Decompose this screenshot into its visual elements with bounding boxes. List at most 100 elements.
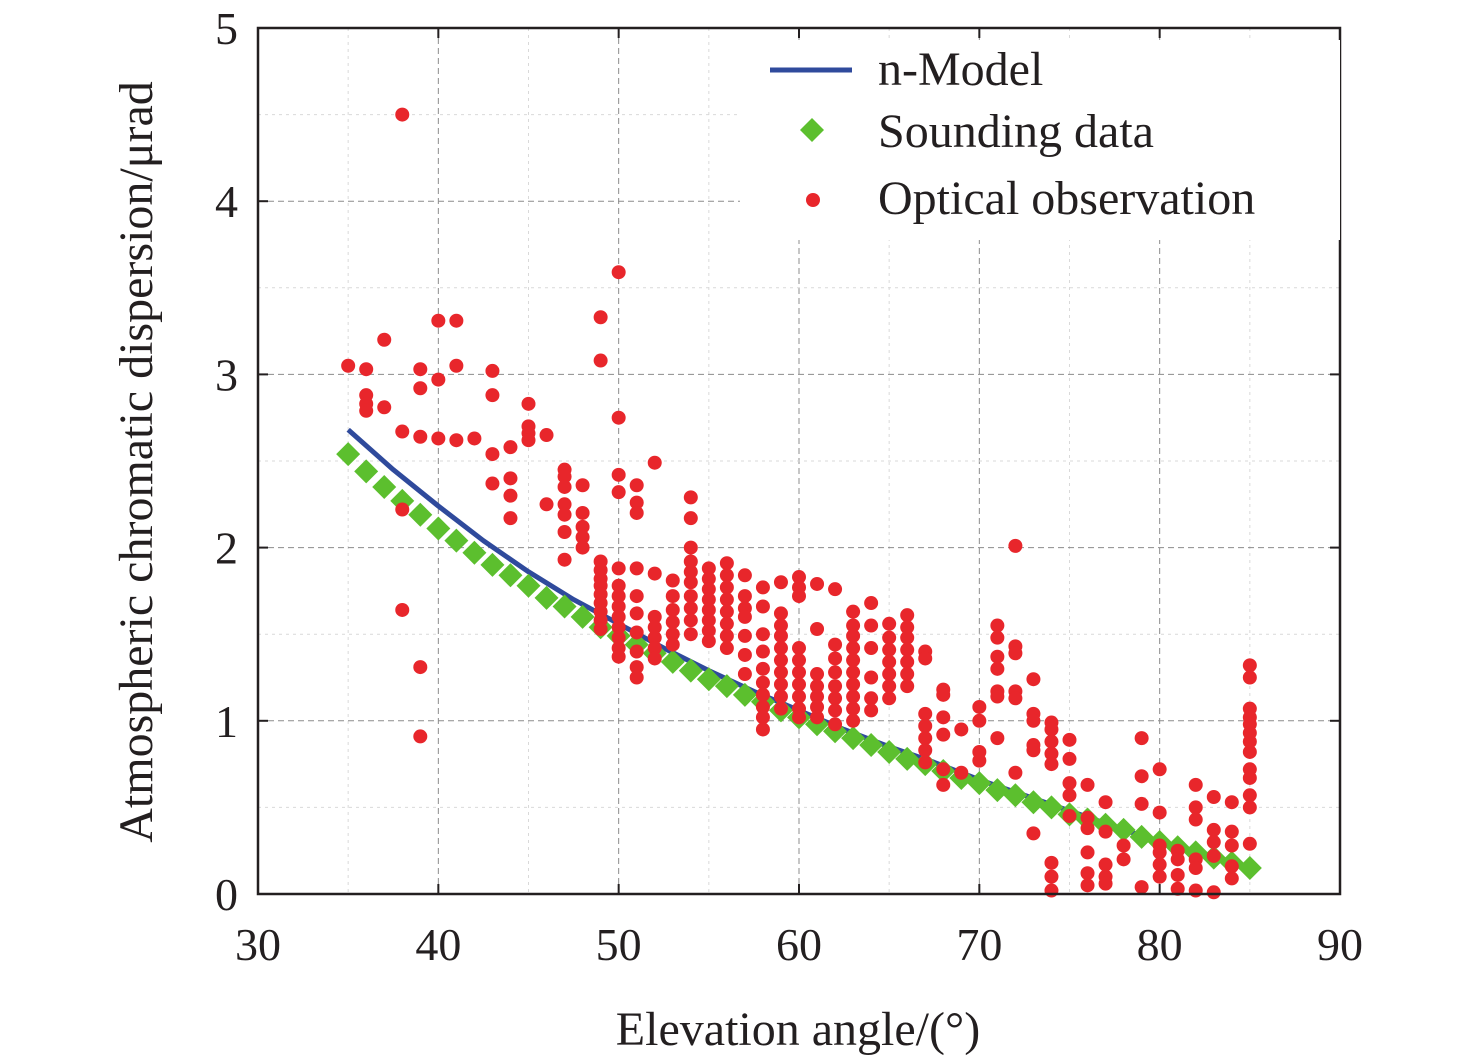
sounding-data-point	[534, 585, 559, 610]
optical-observation-point	[719, 580, 734, 595]
legend-sounding-data-swatch	[800, 118, 824, 142]
optical-observation-point	[503, 511, 518, 526]
optical-observation-point	[900, 667, 915, 682]
optical-observation-point	[755, 599, 770, 614]
optical-observation-point	[719, 592, 734, 607]
optical-observation-point	[918, 755, 933, 770]
optical-observation-point	[810, 622, 825, 637]
optical-observation-point	[828, 717, 843, 732]
optical-observation-point	[846, 665, 861, 680]
sounding-data-point	[1237, 856, 1262, 881]
optical-observation-point	[485, 447, 500, 462]
optical-observation-point	[1062, 788, 1077, 803]
sounding-data-point	[444, 528, 469, 553]
sounding-data-point	[498, 563, 523, 588]
optical-observation-point	[629, 625, 644, 640]
optical-observation-point	[449, 313, 464, 328]
x-axis-tick-label: 70	[956, 919, 1002, 970]
axis-ticks	[257, 27, 1341, 895]
optical-observation-point	[683, 511, 698, 526]
optical-observation-point	[683, 589, 698, 604]
sounding-data-point	[841, 726, 866, 751]
optical-observation-point	[773, 641, 788, 656]
optical-observation-point	[828, 665, 843, 680]
optical-observation-point	[737, 589, 752, 604]
optical-observation-point	[431, 313, 446, 328]
sounding-data-point	[985, 778, 1010, 803]
optical-observation-point	[1152, 869, 1167, 884]
optical-observation-point	[575, 540, 590, 555]
optical-observation-point	[683, 613, 698, 628]
optical-observation-point	[864, 670, 879, 685]
optical-observation-point	[1008, 646, 1023, 661]
optical-observation-point	[611, 410, 626, 425]
optical-observation-point	[593, 622, 608, 637]
sounding-data-point	[895, 746, 920, 771]
sounding-data-point	[480, 552, 505, 577]
optical-observation-point	[900, 608, 915, 623]
optical-observation-point	[846, 653, 861, 668]
sounding-data-point	[1129, 824, 1154, 849]
optical-observation-point	[1188, 777, 1203, 792]
optical-observation-point	[1242, 788, 1257, 803]
optical-observation-point	[1170, 867, 1185, 882]
optical-observation-point	[1008, 538, 1023, 553]
optical-observation-point	[755, 580, 770, 595]
optical-observation-point	[773, 618, 788, 633]
optical-observation-point	[1224, 795, 1239, 810]
optical-observation-point	[395, 424, 410, 439]
optical-observation-point	[611, 609, 626, 624]
optical-observation-point	[359, 403, 374, 418]
optical-observation-point	[1008, 691, 1023, 706]
optical-observation-point	[1080, 810, 1095, 825]
sounding-data-point	[1003, 783, 1028, 808]
optical-observation-point	[1170, 852, 1185, 867]
optical-observation-point	[611, 649, 626, 664]
sounding-data-point	[859, 733, 884, 758]
optical-observation-point	[1206, 822, 1221, 837]
optical-observation-point	[1098, 824, 1113, 839]
y-axis-tick-label: 1	[215, 696, 238, 747]
optical-observation-point	[828, 582, 843, 597]
optical-observation-point	[611, 467, 626, 482]
optical-observation-point	[629, 561, 644, 576]
optical-observation-point	[1242, 658, 1257, 673]
optical-observation-point	[773, 653, 788, 668]
legend-background	[740, 40, 1340, 240]
optical-observation-point	[701, 571, 716, 586]
optical-observation-point	[846, 641, 861, 656]
optical-observation-point	[810, 689, 825, 704]
optical-observation-point	[611, 561, 626, 576]
optical-observation-point	[810, 667, 825, 682]
optical-observation-point	[755, 627, 770, 642]
optical-observation-point	[557, 552, 572, 567]
optical-observation-point	[773, 575, 788, 590]
optical-observation-point	[485, 363, 500, 378]
optical-observation-point	[1026, 826, 1041, 841]
optical-observation-point	[611, 265, 626, 280]
optical-observation-point	[665, 602, 680, 617]
optical-observation-point	[719, 641, 734, 656]
optical-observation-point	[737, 609, 752, 624]
optical-observation-point	[918, 651, 933, 666]
y-axis-tick-label: 2	[215, 523, 238, 574]
sounding-data-point	[372, 474, 397, 499]
optical-observation-point	[701, 561, 716, 576]
optical-observation-point	[773, 689, 788, 704]
optical-observation-point	[900, 654, 915, 669]
optical-observation-series	[341, 107, 1257, 900]
sounding-data-point	[354, 459, 379, 484]
optical-observation-point	[1116, 838, 1131, 853]
sounding-data-point	[660, 649, 685, 674]
optical-observation-point	[629, 670, 644, 685]
optical-observation-point	[1062, 751, 1077, 766]
optical-observation-point	[1134, 796, 1149, 811]
optical-observation-point	[900, 679, 915, 694]
optical-observation-point	[683, 601, 698, 616]
optical-observation-point	[828, 691, 843, 706]
optical-observation-point	[629, 606, 644, 621]
optical-observation-point	[665, 615, 680, 630]
optical-observation-point	[1026, 672, 1041, 687]
optical-observation-point	[1044, 883, 1059, 898]
optical-observation-point	[864, 703, 879, 718]
